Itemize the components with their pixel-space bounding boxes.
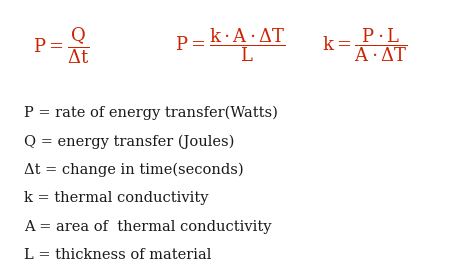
Text: Δt = change in time(seconds): Δt = change in time(seconds) — [24, 163, 243, 177]
Text: k = thermal conductivity: k = thermal conductivity — [24, 192, 208, 205]
Text: $\mathrm{P} = \dfrac{\mathrm{k} \cdot \mathrm{A} \cdot \Delta\mathrm{T}}{\mathrm: $\mathrm{P} = \dfrac{\mathrm{k} \cdot \m… — [175, 26, 286, 64]
Text: A = area of  thermal conductivity: A = area of thermal conductivity — [24, 220, 271, 234]
Text: Q = energy transfer (Joules): Q = energy transfer (Joules) — [24, 134, 234, 149]
Text: $\mathrm{k} = \dfrac{\mathrm{P} \cdot \mathrm{L}}{\mathrm{A} \cdot \Delta\mathrm: $\mathrm{k} = \dfrac{\mathrm{P} \cdot \m… — [322, 26, 408, 64]
Text: $\mathrm{P} = \dfrac{\mathrm{Q}}{\Delta\mathrm{t}}$: $\mathrm{P} = \dfrac{\mathrm{Q}}{\Delta\… — [33, 25, 90, 65]
Text: P = rate of energy transfer(Watts): P = rate of energy transfer(Watts) — [24, 106, 278, 120]
Text: L = thickness of material: L = thickness of material — [24, 248, 211, 262]
